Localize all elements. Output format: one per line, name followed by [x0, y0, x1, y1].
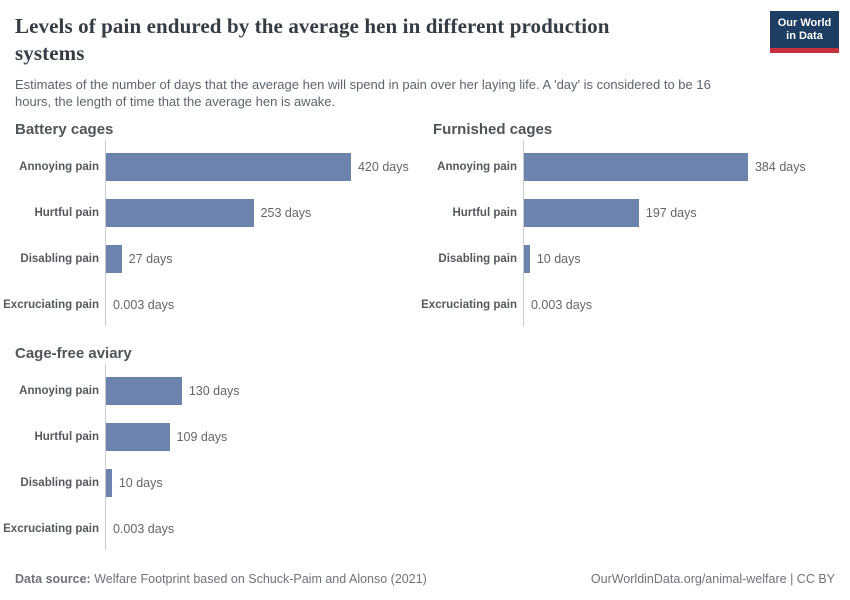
bar-disabling-pain	[106, 245, 122, 273]
category-label: Hurtful pain	[452, 207, 517, 219]
credit-separator: |	[790, 572, 794, 586]
panel-battery-cages: Battery cages Annoying pain 420 days Hur…	[0, 121, 418, 328]
bar-row-disabling-pain: Disabling pain 10 days	[0, 460, 418, 506]
bar-row-hurtful-pain: Hurtful pain 253 days	[0, 190, 418, 236]
category-label: Disabling pain	[20, 477, 99, 489]
bar-hurtful-pain	[524, 199, 639, 227]
bar-hurtful-pain	[106, 199, 254, 227]
data-source: Data source: Welfare Footprint based on …	[15, 572, 427, 586]
category-label: Excruciating pain	[3, 299, 99, 311]
header: Levels of pain endured by the average he…	[0, 0, 850, 110]
credit-line: OurWorldinData.org/animal-welfare | CC B…	[591, 572, 835, 586]
license-label: CC BY	[796, 572, 835, 586]
bar-value-label: 253 days	[260, 206, 312, 220]
chart-panels: Battery cages Annoying pain 420 days Hur…	[0, 121, 850, 552]
category-label: Annoying pain	[19, 161, 99, 173]
bar-row-excruciating-pain: Excruciating pain 0.003 days	[0, 506, 418, 552]
page-title-line-1: Levels of pain endured by the average he…	[15, 14, 610, 38]
y-axis-line	[105, 364, 106, 550]
bar-value-label: 10 days	[118, 476, 163, 490]
bar-row-excruciating-pain: Excruciating pain 0.003 days	[418, 282, 850, 328]
panel-cage-free-aviary: Cage-free aviary Annoying pain 130 days …	[0, 345, 418, 552]
bar-annoying-pain	[106, 377, 182, 405]
bar-value-label: 10 days	[536, 252, 581, 266]
owid-url-link[interactable]: OurWorldinData.org/animal-welfare	[590, 572, 787, 586]
page-title-line-2: systems	[15, 41, 85, 65]
bar-row-annoying-pain: Annoying pain 384 days	[418, 144, 850, 190]
chart-subtitle-line-1: Estimates of the number of days that the…	[15, 77, 711, 92]
bar-value-label: 420 days	[357, 160, 409, 174]
y-axis-line	[523, 140, 524, 326]
category-label: Disabling pain	[438, 253, 517, 265]
bar-hurtful-pain	[106, 423, 170, 451]
bar-row-hurtful-pain: Hurtful pain 109 days	[0, 414, 418, 460]
panel-furnished-cages: Furnished cages Annoying pain 384 days H…	[418, 121, 850, 328]
panel-cage-free-aviary-rows: Annoying pain 130 days Hurtful pain 109 …	[0, 364, 418, 552]
bar-value-label: 197 days	[645, 206, 697, 220]
category-label: Excruciating pain	[421, 299, 517, 311]
owid-logo[interactable]: Our World in Data	[770, 11, 839, 53]
page-title: Levels of pain endured by the average he…	[15, 13, 835, 67]
category-label: Annoying pain	[437, 161, 517, 173]
data-source-text: Welfare Footprint based on Schuck-Paim a…	[94, 572, 427, 586]
bar-value-label: 27 days	[128, 252, 173, 266]
owid-logo-line-1: Our World	[777, 17, 832, 29]
bar-annoying-pain	[106, 153, 351, 181]
bar-row-excruciating-pain: Excruciating pain 0.003 days	[0, 282, 418, 328]
bar-value-label: 384 days	[754, 160, 806, 174]
bar-value-label: 0.003 days	[113, 522, 175, 536]
bar-row-annoying-pain: Annoying pain 130 days	[0, 368, 418, 414]
chart-subtitle: Estimates of the number of days that the…	[15, 77, 835, 110]
category-label: Disabling pain	[20, 253, 99, 265]
footer: Data source: Welfare Footprint based on …	[15, 572, 835, 586]
bar-row-disabling-pain: Disabling pain 10 days	[418, 236, 850, 282]
category-label: Excruciating pain	[3, 523, 99, 535]
bar-value-label: 0.003 days	[113, 298, 175, 312]
bar-disabling-pain	[524, 245, 530, 273]
bar-annoying-pain	[524, 153, 748, 181]
panel-title-cage-free-aviary: Cage-free aviary	[15, 345, 132, 362]
chart-subtitle-line-2: hours, the length of time that the avera…	[15, 93, 336, 109]
bar-value-label: 109 days	[176, 430, 228, 444]
category-label: Hurtful pain	[34, 431, 99, 443]
data-source-label: Data source:	[15, 572, 91, 586]
panel-furnished-cages-rows: Annoying pain 384 days Hurtful pain 197 …	[418, 140, 850, 328]
bar-value-label: 130 days	[188, 384, 240, 398]
category-label: Hurtful pain	[34, 207, 99, 219]
bar-row-annoying-pain: Annoying pain 420 days	[0, 144, 418, 190]
bar-row-hurtful-pain: Hurtful pain 197 days	[418, 190, 850, 236]
y-axis-line	[105, 140, 106, 326]
bar-disabling-pain	[106, 469, 112, 497]
bar-value-label: 0.003 days	[531, 298, 593, 312]
panel-battery-cages-rows: Annoying pain 420 days Hurtful pain 253 …	[0, 140, 418, 328]
panel-title-battery-cages: Battery cages	[15, 121, 114, 138]
owid-logo-line-2: in Data	[786, 30, 823, 42]
bar-row-disabling-pain: Disabling pain 27 days	[0, 236, 418, 282]
category-label: Annoying pain	[19, 385, 99, 397]
panel-title-furnished-cages: Furnished cages	[433, 121, 553, 138]
